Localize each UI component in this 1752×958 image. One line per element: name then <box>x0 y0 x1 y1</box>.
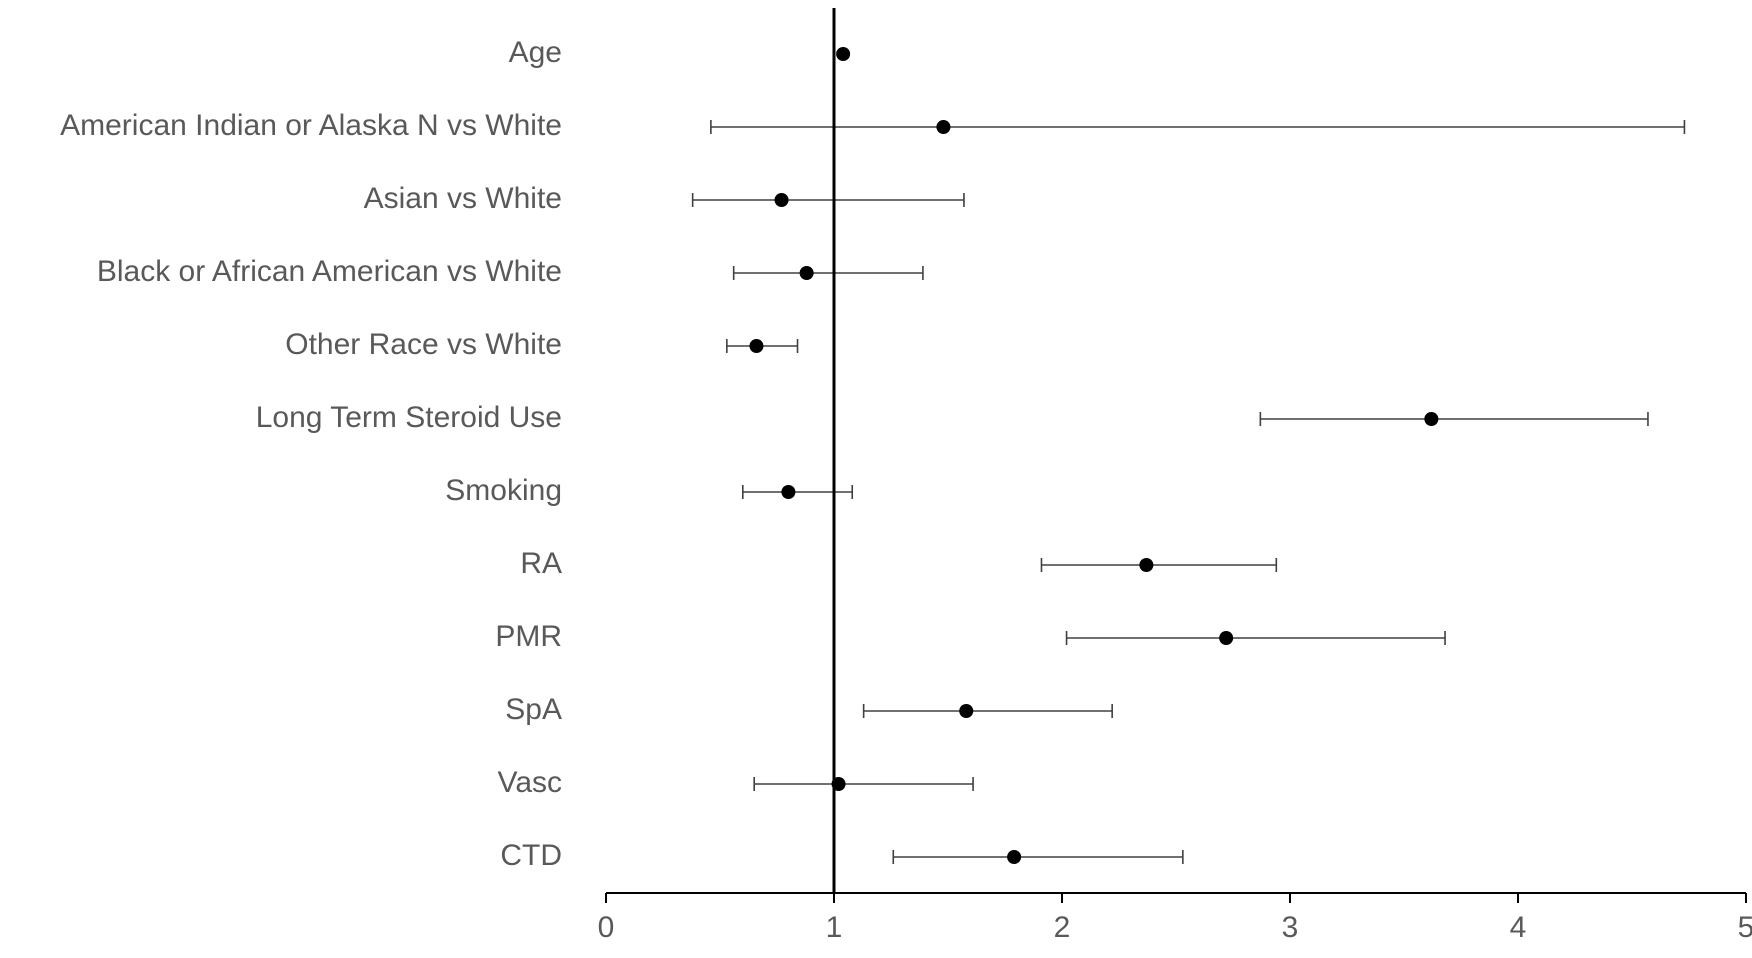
point-estimates <box>749 47 1439 864</box>
x-tick-label: 0 <box>598 911 615 944</box>
point-estimate <box>831 777 846 791</box>
category-label: RA <box>520 547 562 580</box>
point-estimate <box>1424 412 1439 426</box>
x-tick-label: 2 <box>1054 911 1071 944</box>
category-label: PMR <box>495 620 562 653</box>
point-estimate <box>749 339 764 353</box>
x-tick-label: 4 <box>1510 911 1527 944</box>
point-estimate <box>959 704 974 718</box>
x-tick-label: 1 <box>826 911 843 944</box>
point-estimate <box>774 193 789 207</box>
category-label: Smoking <box>445 474 562 507</box>
point-estimate <box>836 47 851 61</box>
point-estimate <box>799 266 814 280</box>
category-label: Asian vs White <box>364 182 562 215</box>
point-estimate <box>936 120 951 134</box>
x-tick-label: 3 <box>1282 911 1299 944</box>
category-label: American Indian or Alaska N vs White <box>60 109 562 142</box>
category-label: Other Race vs White <box>285 328 562 361</box>
x-tick-label: 5 <box>1738 911 1752 944</box>
category-label: Vasc <box>498 766 562 799</box>
category-label: SpA <box>505 693 562 726</box>
point-estimate <box>781 485 796 499</box>
category-label: Long Term Steroid Use <box>256 401 562 434</box>
point-estimate <box>1219 631 1234 645</box>
category-labels: Age American Indian or Alaska N vs White A… <box>60 36 562 872</box>
category-label: CTD <box>500 839 562 872</box>
point-estimate <box>1139 558 1154 572</box>
error-bars <box>691 120 1686 864</box>
x-axis: 0 1 2 3 4 5 <box>598 892 1752 944</box>
category-label: Black or African American vs White <box>97 255 562 288</box>
category-label: Age <box>509 36 562 69</box>
point-estimate <box>1007 850 1022 864</box>
